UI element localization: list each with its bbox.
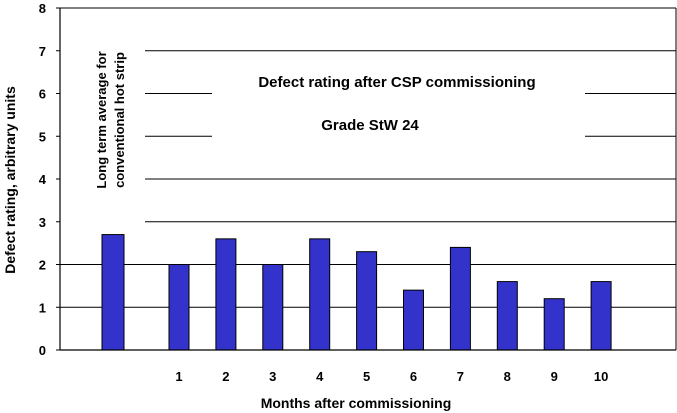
x-tick-label: 7 <box>457 369 464 384</box>
bar-month-10 <box>590 281 612 351</box>
x-tick-label: 6 <box>410 369 417 384</box>
x-tick-label: 9 <box>551 369 558 384</box>
reference-label-line1: Long term average for <box>94 51 109 188</box>
y-tick-label: 6 <box>39 87 46 102</box>
bar-month-5 <box>356 251 378 351</box>
reference-bar <box>101 234 125 351</box>
x-tick-label: 10 <box>594 369 608 384</box>
bar-month-4 <box>309 238 331 351</box>
chart-subtitle: Grade StW 24 <box>321 117 419 134</box>
bar-month-7 <box>449 246 471 351</box>
x-tick-label: 5 <box>363 369 370 384</box>
y-tick-label: 5 <box>39 129 46 144</box>
x-axis-label: Months after commissioning <box>261 395 452 411</box>
bar-month-2 <box>215 238 237 351</box>
bar-month-9 <box>543 298 565 351</box>
bar-month-8 <box>496 281 518 351</box>
x-tick-label: 3 <box>269 369 276 384</box>
axes: 0 1 2 3 4 5 6 7 8 1 2 3 4 5 6 7 8 9 10 <box>39 1 677 384</box>
y-tick-label: 0 <box>39 343 46 358</box>
y-tick-label: 1 <box>39 300 46 315</box>
bar-month-3 <box>262 264 284 351</box>
bars <box>101 234 612 351</box>
y-tick-label: 7 <box>39 44 46 59</box>
gridlines <box>60 7 676 308</box>
bar-month-1 <box>168 264 190 351</box>
bar-month-6 <box>403 289 424 351</box>
x-tick-label: 4 <box>316 369 324 384</box>
y-tick-label: 2 <box>39 258 46 273</box>
y-tick-label: 3 <box>39 215 46 230</box>
x-tick-label: 2 <box>222 369 229 384</box>
x-tick-label: 8 <box>504 369 511 384</box>
y-tick-label: 4 <box>39 172 47 187</box>
chart-title: Defect rating after CSP commissioning <box>258 74 535 91</box>
y-tick-label: 8 <box>39 1 46 16</box>
reference-label-line2: conventional hot strip <box>112 52 127 188</box>
x-tick-label: 1 <box>175 369 182 384</box>
y-axis-label: Defect rating, arbitrary units <box>2 86 18 274</box>
